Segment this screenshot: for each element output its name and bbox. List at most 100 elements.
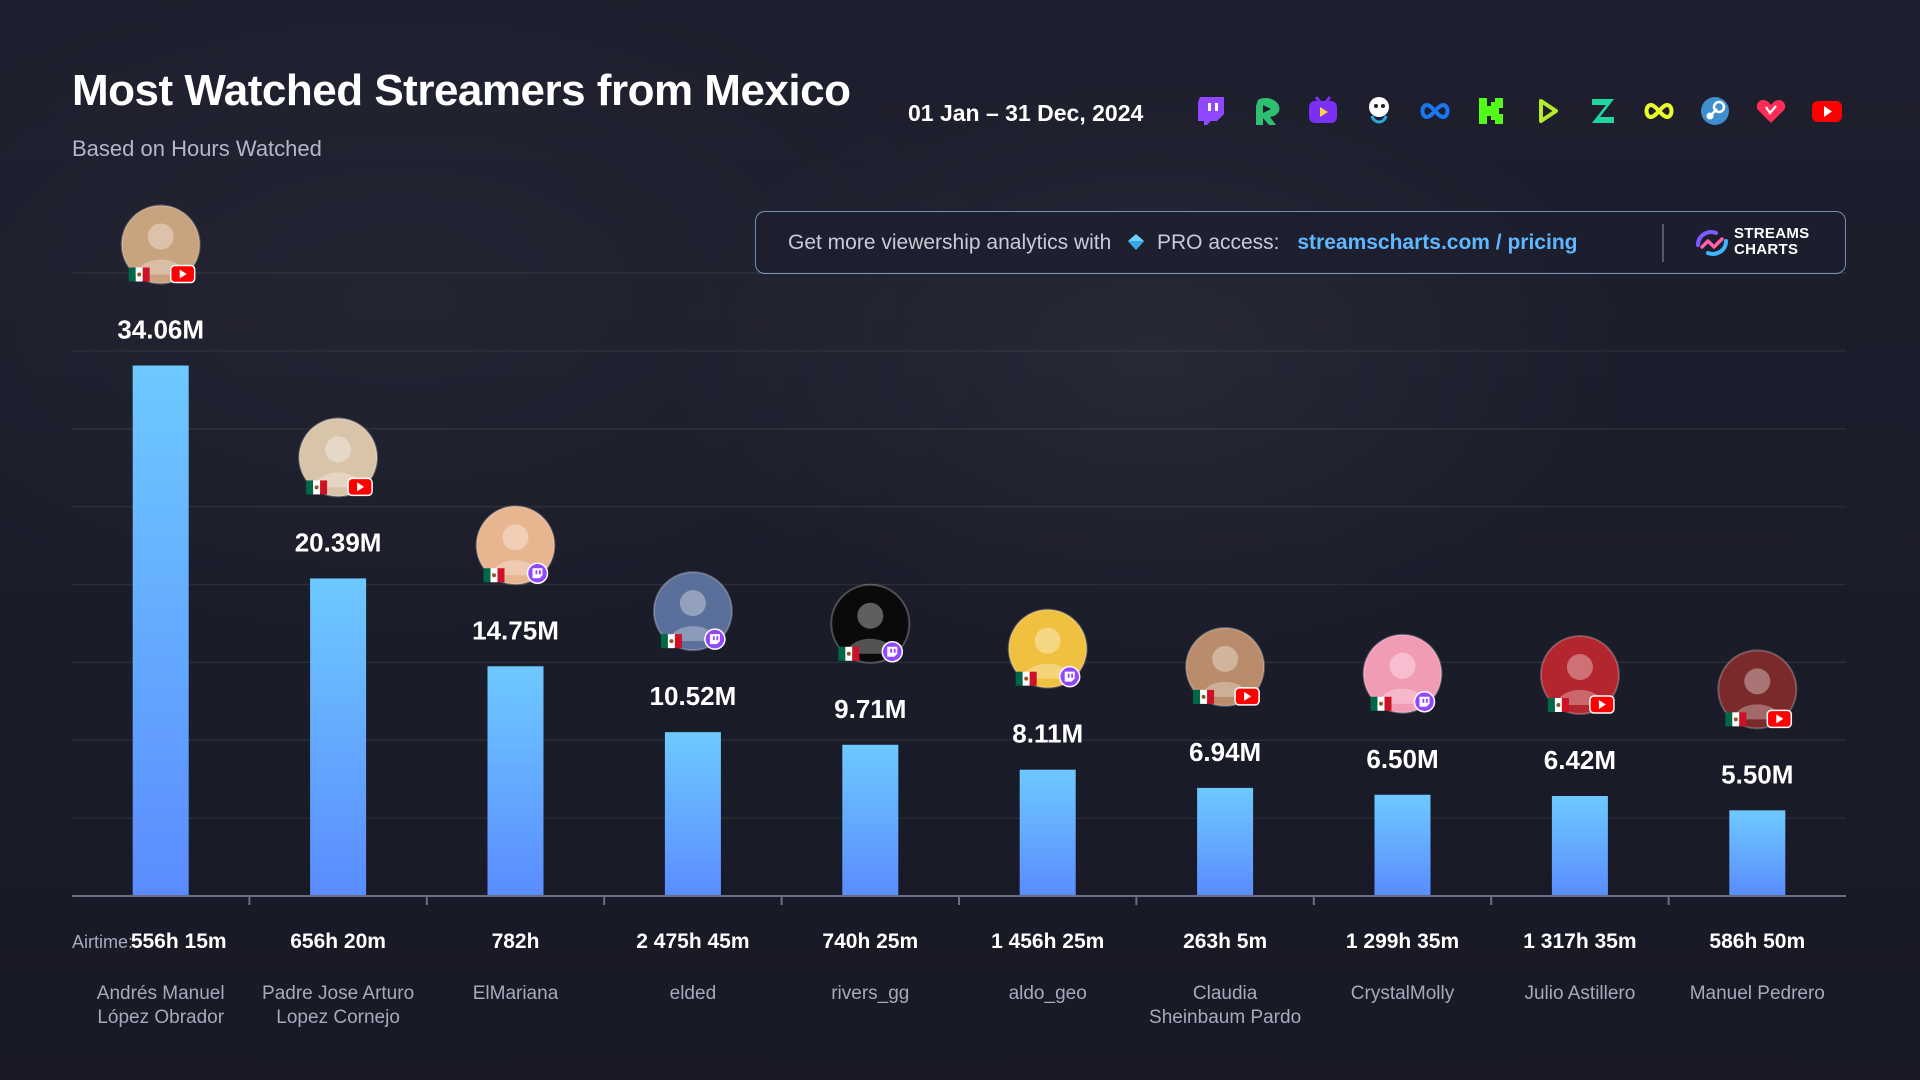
avatar-head [1212,645,1239,672]
airtime-value: 740h 25m [822,930,919,953]
streamer-avatar[interactable] [652,571,733,652]
streamer-name[interactable]: Julio Astillero [1524,983,1636,1004]
avatar-head [679,590,706,617]
streamer-name[interactable]: rivers_gg [831,983,910,1004]
avatar-head [325,436,352,463]
mexico-flag-icon [128,267,150,282]
streamer-name[interactable]: Claudia Sheinbaum Pardo [1149,983,1302,1028]
youtube-badge-icon [1589,695,1615,714]
vk-icon [1756,100,1786,123]
streamer-avatar[interactable] [830,583,911,664]
kick-icon [1479,98,1503,124]
airtime-value: 1 456h 25m [991,930,1105,953]
streamer-name[interactable]: CrystalMolly [1350,983,1455,1004]
facebook-gaming-icon [1420,102,1450,120]
bar[interactable] [664,732,721,896]
streamer-name[interactable]: elded [669,983,717,1004]
pro-access-banner[interactable]: Get more viewership analytics with PRO a… [755,211,1846,274]
avatar-head [502,524,529,551]
bar[interactable] [842,744,899,896]
diamond-icon [1128,234,1145,250]
promo-divider [1662,224,1664,262]
streamer-avatar[interactable] [298,417,379,498]
airtime-value: 263h 5m [1183,930,1268,953]
twitch-badge-icon [526,562,549,585]
streamer-name[interactable]: aldo_geo [1008,983,1087,1004]
promo-text-line: Get more viewership analytics with PRO a… [788,231,1577,255]
avatar-circle [1539,635,1620,716]
promo-pro-label: PRO access: [1156,231,1280,254]
bar[interactable] [1197,787,1254,896]
airtime-value: 1 299h 35m [1345,930,1460,953]
avatar-circle [298,417,379,498]
airtime-value: 2 475h 45m [636,930,750,953]
youtube-badge-icon [1766,709,1793,729]
bar-value-label: 14.75M [472,615,559,645]
streams-charts-brand: STREAMS CHARTS [1734,225,1810,258]
avatar-circle [120,204,201,285]
mexico-flag-icon [306,480,328,495]
avatar-head [857,602,884,629]
streamer-name[interactable]: Manuel Pedrero [1689,983,1825,1004]
chart-title: Most Watched Streamers from Mexico [72,66,851,115]
avatar-head [1034,627,1061,654]
trovo-icon [1309,96,1337,123]
streamer-avatar[interactable] [475,505,556,586]
mexico-flag-icon [1015,671,1037,686]
avatar-head [1744,668,1771,695]
youtube-badge-icon [347,477,373,497]
airtime-value: 656h 20m [290,930,386,953]
avatar-head [1389,652,1416,679]
bar[interactable] [310,578,367,896]
bars [132,365,1786,896]
value-labels: 34.06M 20.39M 14.75M 10.52M 9.71M 8.11M 6.94M 6… [117,315,1793,790]
streamer-avatar[interactable] [1539,635,1620,716]
avatars [120,204,1798,730]
streamer-avatar[interactable] [1362,633,1443,714]
bar-value-label: 10.52M [650,681,737,711]
mexico-flag-icon [838,646,860,661]
bar[interactable] [132,365,189,896]
bar[interactable] [487,666,544,896]
airtime-value: 586h 50m [1709,930,1806,953]
bar-value-label: 8.11M [1012,719,1083,749]
bar[interactable] [1551,796,1608,896]
airtime-label: Airtime: [72,932,134,952]
streams-charts-logo-icon [1696,230,1728,256]
steam-icon [1701,97,1729,125]
twitch-icon [1198,97,1224,125]
afreeca-icon [1369,97,1389,124]
mexico-flag-icon [1725,712,1747,727]
streamer-name[interactable]: ElMariana [472,983,559,1004]
bar-value-label: 34.06M [117,315,204,345]
mexico-flag-icon [1370,696,1392,711]
mexico-flag-icon [1193,689,1215,704]
bar-value-label: 6.94M [1189,737,1261,767]
avatar-circle [1717,649,1798,730]
bar[interactable] [1019,769,1076,896]
streamer-avatar[interactable] [120,204,201,285]
bar[interactable] [1374,794,1431,896]
rumble-icon [1256,98,1280,125]
mexico-flag-icon [483,568,505,583]
airtime-value: 782h [491,930,540,953]
mexico-flag-icon [1547,698,1569,713]
bar[interactable] [1729,810,1786,896]
twitch-badge-icon [704,628,726,650]
infinity-icon [1644,102,1674,120]
pricing-link[interactable]: streamscharts.com / pricing [1297,231,1578,254]
bar-value-label: 5.50M [1721,759,1793,789]
chart-subtitle: Based on Hours Watched [72,136,322,161]
streamer-avatar[interactable] [1185,626,1266,707]
streamer-avatar[interactable] [1007,608,1088,689]
youtube-badge-icon [1234,687,1260,706]
bar-value-label: 9.71M [834,694,906,724]
streamer-avatar[interactable] [1717,649,1798,730]
streamer-name[interactable]: Padre Jose Arturo Lopez Cornejo [262,983,415,1028]
avatar-circle [1185,626,1266,707]
streamer-name[interactable]: Andrés Manuel López Obrador [96,983,225,1028]
twitch-badge-icon [1413,691,1436,713]
x-axis [72,895,1846,905]
platform-icons [1194,94,1844,128]
